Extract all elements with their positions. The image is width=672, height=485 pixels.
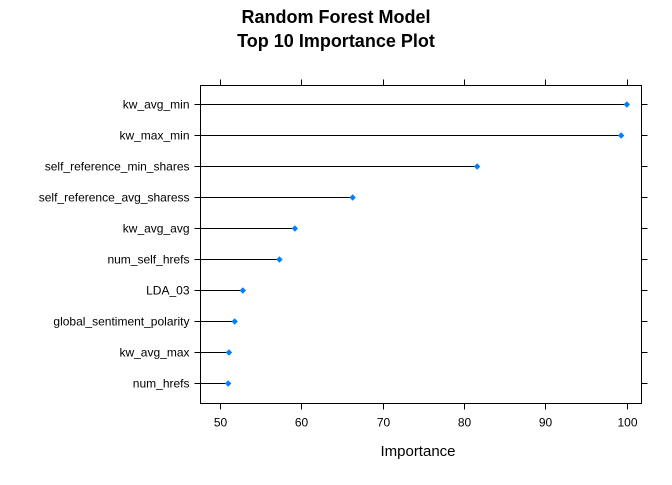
category-label: num_hrefs [133, 377, 190, 391]
importance-point [623, 101, 631, 108]
importance-point [291, 225, 299, 232]
category-label: self_reference_min_shares [45, 160, 190, 174]
x-tick-label: 90 [539, 416, 553, 430]
x-axis-title: Importance [380, 443, 455, 460]
x-tick-label: 60 [295, 416, 309, 430]
category-label: kw_avg_min [123, 98, 190, 112]
category-label: num_self_hrefs [107, 253, 189, 267]
category-label: self_reference_avg_sharess [39, 191, 190, 205]
importance-point [239, 287, 247, 294]
x-tick-label: 70 [377, 416, 391, 430]
importance-point [231, 318, 238, 325]
x-tick-label: 100 [617, 416, 637, 430]
plot-frame [200, 85, 642, 404]
category-label: kw_max_min [119, 129, 189, 143]
category-label: LDA_03 [146, 284, 190, 298]
category-label: kw_avg_avg [123, 222, 190, 236]
x-tick-label: 80 [458, 416, 472, 430]
chart-marks: 50 60 70 80 90 100 kw_avg_min kw_max_min self_re… [39, 79, 648, 430]
category-label: kw_avg_max [119, 346, 189, 360]
chart-title-line-2: Top 10 Importance Plot [237, 31, 435, 51]
importance-point [225, 349, 233, 356]
x-tick-label: 50 [214, 416, 228, 430]
importance-point [276, 256, 283, 263]
importance-point [617, 132, 625, 139]
chart-title-line-1: Random Forest Model [241, 7, 430, 27]
importance-point [349, 194, 356, 201]
category-label: global_sentiment_polarity [53, 315, 189, 329]
importance-point [473, 163, 481, 170]
importance-point [224, 380, 232, 387]
